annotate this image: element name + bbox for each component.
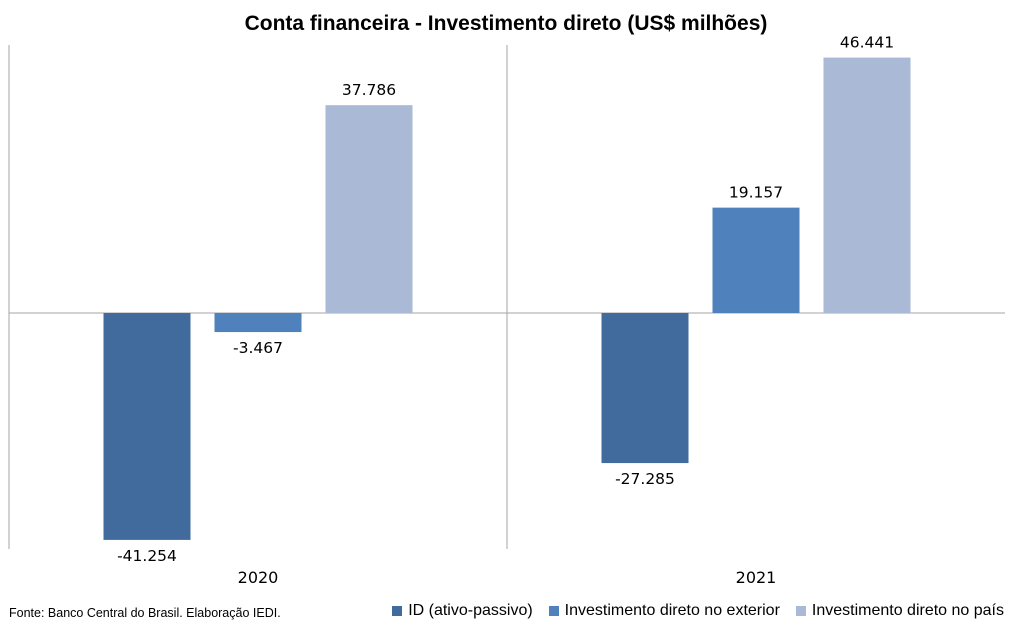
data-label: 46.441: [840, 34, 894, 52]
legend-swatch: [548, 606, 559, 616]
legend-swatch: [392, 606, 403, 616]
data-label: -41.254: [117, 547, 177, 565]
data-label: -3.467: [233, 339, 283, 357]
legend: ID (ativo-passivo) Investimento direto no…: [376, 602, 1004, 620]
bar: [214, 313, 302, 333]
legend-label: Investimento direto no exterior: [564, 602, 780, 619]
chart-title: Conta financeira - Investimento direto (…: [244, 12, 768, 35]
bar: [325, 105, 413, 313]
bar-chart: -41.254 -3.467 37.786 2020 -27.285 19.157 46.4…: [8, 34, 1005, 587]
bar: [823, 57, 911, 314]
category-label: 2020: [238, 568, 279, 587]
legend-item: Investimento direto no país: [795, 602, 1004, 620]
bar: [712, 207, 800, 313]
legend-item: Investimento direto no exterior: [548, 602, 780, 620]
data-label: -27.285: [615, 470, 675, 488]
legend-label: ID (ativo-passivo): [408, 602, 533, 619]
legend-label: Investimento direto no país: [811, 602, 1004, 619]
legend-item: ID (ativo-passivo): [392, 602, 533, 620]
category-label: 2021: [736, 568, 777, 587]
data-label: 19.157: [729, 184, 783, 202]
legend-swatch: [795, 606, 806, 616]
data-label: 37.786: [342, 81, 396, 99]
source-note: Fonte: Banco Central do Brasil. Elaboraç…: [9, 606, 281, 620]
bar: [601, 313, 689, 464]
bar: [103, 313, 191, 540]
